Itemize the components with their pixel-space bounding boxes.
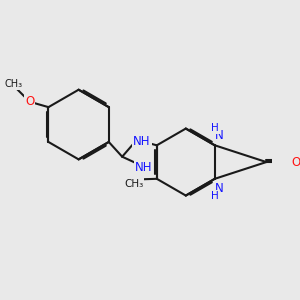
Text: N: N: [214, 182, 223, 195]
Text: CH₃: CH₃: [4, 80, 22, 89]
Text: CH₃: CH₃: [124, 179, 144, 189]
Text: O: O: [25, 95, 34, 108]
Text: N: N: [214, 129, 223, 142]
Text: H: H: [211, 191, 219, 201]
Text: NH: NH: [133, 135, 151, 148]
Text: O: O: [291, 156, 300, 169]
Text: H: H: [211, 123, 219, 133]
Text: NH: NH: [135, 161, 152, 174]
